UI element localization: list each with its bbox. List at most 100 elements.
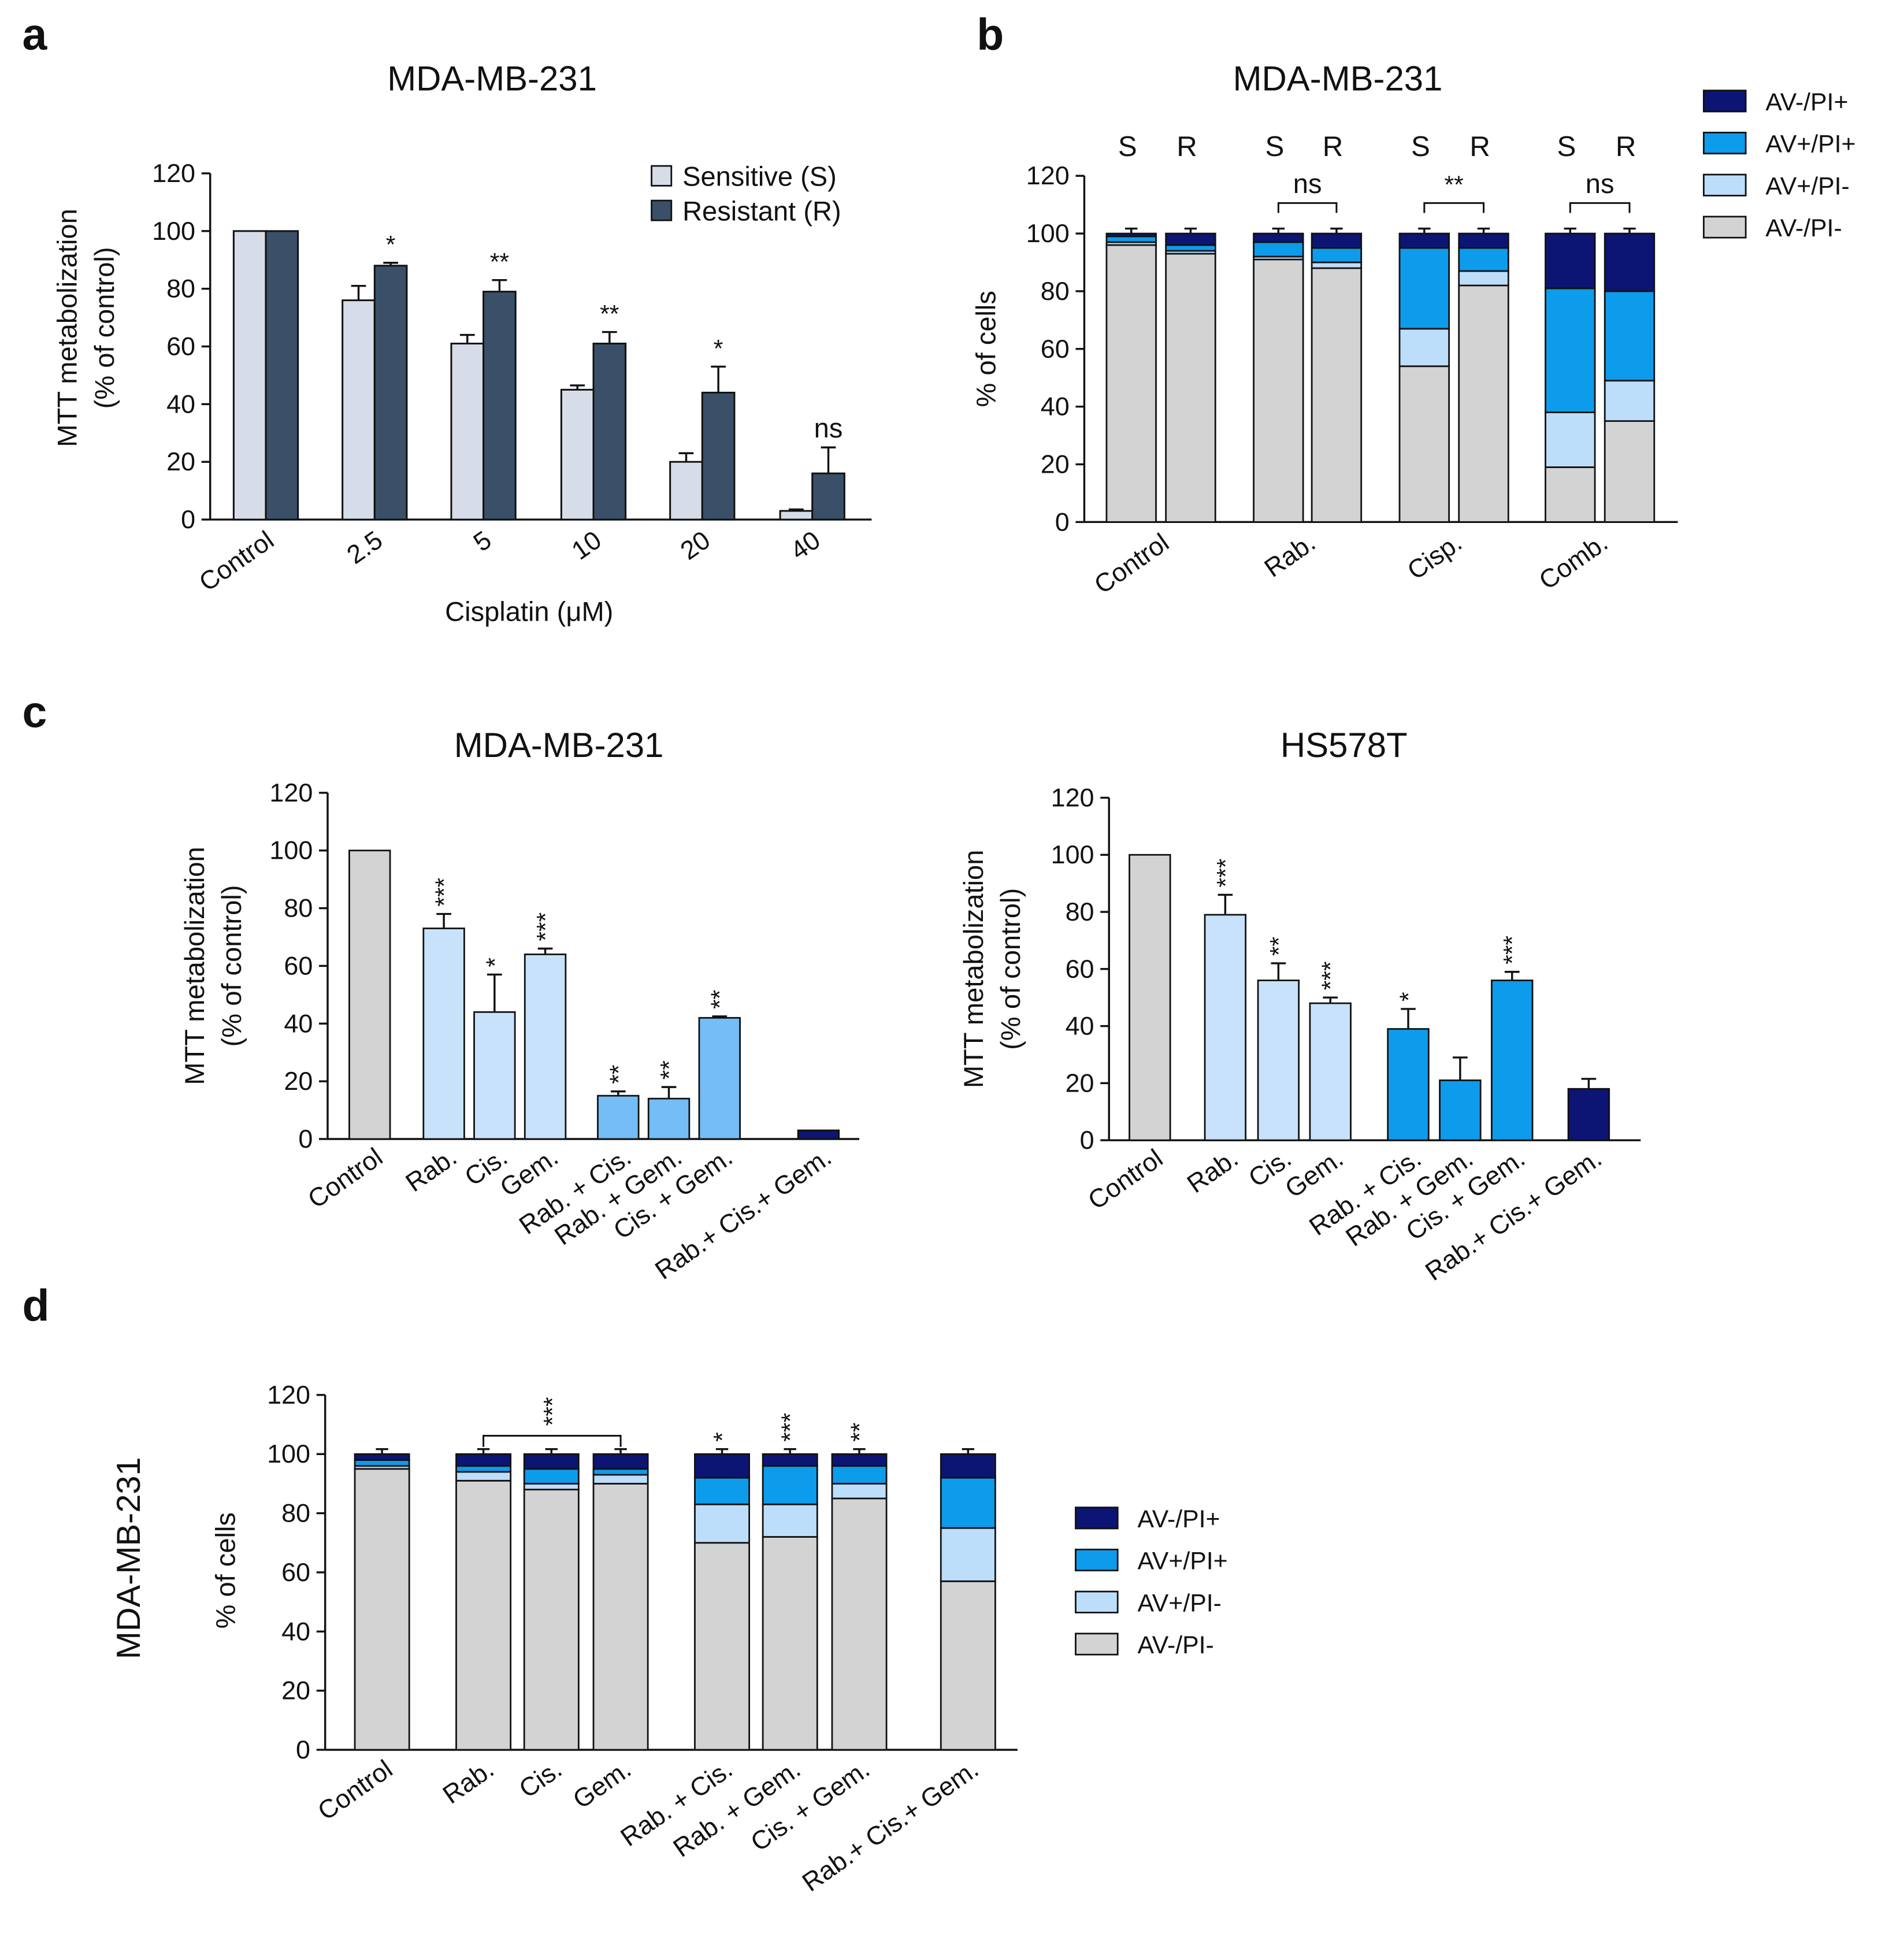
y-axis-label: % of cells	[970, 291, 1001, 407]
stack-segment	[1458, 232, 1509, 249]
legend-swatch	[1702, 131, 1747, 155]
y-axis-label-unit: (% of control)	[995, 888, 1026, 1050]
bar	[698, 1016, 741, 1140]
side-label: MDA-MB-231	[110, 1457, 147, 1659]
bar	[1491, 980, 1534, 1141]
y-tick-label: 0	[298, 1124, 313, 1153]
y-tick-label: 0	[296, 1735, 310, 1764]
legend-swatch	[1075, 1507, 1119, 1530]
stack-segment	[1545, 287, 1596, 414]
x-tick-label: 10	[566, 525, 607, 565]
legend-label: AV+/PI+	[1137, 1548, 1227, 1575]
bar-resistant	[373, 265, 408, 521]
y-tick-label: 40	[281, 1616, 310, 1646]
bar-resistant	[265, 230, 299, 521]
bar	[797, 1129, 840, 1140]
y-axis-label-unit: (% of control)	[89, 247, 120, 409]
bar-sensitive	[669, 461, 703, 521]
chart-d: 0 20 40 60 80 100 120 % of cells MDA-MB-231 Contr…	[110, 1380, 1228, 1897]
stack-segment	[523, 1489, 580, 1751]
comparison-label: ns	[1586, 168, 1614, 199]
bar	[1129, 854, 1171, 1141]
y-axis-label: % of cells	[210, 1512, 241, 1628]
stack-segment	[831, 1453, 888, 1467]
legend-swatch	[1075, 1590, 1119, 1613]
stack-segment	[1604, 380, 1656, 422]
bar-sensitive	[232, 230, 267, 521]
stack-segment	[455, 1479, 512, 1751]
x-tick-label: Control	[1089, 528, 1174, 600]
y-tick-label: 60	[281, 1557, 310, 1587]
significance-marker: *	[714, 335, 723, 362]
bar-resistant	[701, 391, 736, 521]
x-tick-label: Rab.	[437, 1754, 499, 1809]
stack-segment	[592, 1474, 649, 1485]
bar-resistant	[483, 291, 517, 521]
stack-segment	[831, 1497, 888, 1751]
bar	[348, 849, 391, 1140]
bar	[473, 1011, 516, 1140]
stack-segment	[523, 1468, 580, 1485]
y-tick-label: 40	[166, 389, 195, 418]
stack-segment	[1545, 466, 1596, 523]
legend-label: Sensitive (S)	[682, 161, 837, 191]
y-tick-label: 60	[166, 331, 195, 361]
x-tick-label: Control	[194, 525, 279, 597]
comparison-bracket	[483, 1435, 622, 1447]
significance-marker: ***	[1499, 936, 1527, 964]
comparison-label: ns	[1293, 168, 1322, 199]
significance-marker: *	[386, 231, 396, 259]
stack-segment	[1253, 232, 1304, 243]
legend-swatch	[1702, 90, 1747, 113]
stack-segment	[1105, 235, 1157, 243]
x-tick-label: Rab.	[1259, 528, 1321, 583]
y-tick-label: 80	[166, 274, 195, 303]
stack-segment	[1165, 253, 1216, 523]
significance-marker: *	[1395, 992, 1423, 1001]
x-tick-label: Control	[1082, 1143, 1168, 1215]
chart-c-mda: 0 20 40 60 80 100 120 MDA-MB-231 MTT metabolizat…	[179, 726, 860, 1285]
y-tick-label: 40	[1066, 1011, 1094, 1041]
bar-resistant	[592, 343, 627, 521]
legend-swatch	[1702, 216, 1747, 239]
legend-label: AV-/PI-	[1137, 1631, 1213, 1659]
stack-segment	[455, 1465, 512, 1473]
bar	[524, 953, 567, 1140]
y-tick-label: 80	[281, 1498, 310, 1528]
stack-segment	[1545, 411, 1596, 468]
comparison-label: ***	[539, 1397, 566, 1426]
y-tick-label: 80	[1041, 276, 1070, 306]
y-tick-label: 0	[1080, 1125, 1094, 1155]
chart-a: 0 20 40 60 80 100 120 MDA-MB-231 MTT metabolizat…	[52, 60, 872, 627]
stack-segment	[1311, 267, 1363, 523]
chart-title: MDA-MB-231	[387, 60, 597, 98]
stack-segment	[455, 1453, 512, 1467]
stack-segment	[831, 1465, 888, 1485]
bar-sensitive	[342, 299, 376, 521]
stack-segment	[523, 1483, 580, 1491]
legend-swatch	[1075, 1548, 1119, 1572]
chart-title: MDA-MB-231	[454, 726, 664, 765]
significance-marker: ***	[532, 912, 560, 941]
bar-group-label: R	[1616, 131, 1636, 162]
bar-sensitive	[450, 343, 485, 521]
significance-marker: **	[656, 1060, 684, 1079]
legend-swatch	[651, 199, 673, 221]
stack-segment	[1398, 328, 1450, 368]
panel-letter-a: a	[23, 10, 48, 60]
x-tick-label: Comb.	[1534, 528, 1613, 596]
comparison-bracket	[1277, 202, 1338, 213]
bar	[597, 1094, 640, 1140]
x-tick-label: 5	[468, 525, 497, 557]
legend-label: AV-/PI+	[1137, 1505, 1220, 1533]
significance-marker: **	[490, 248, 509, 276]
stack-segment	[762, 1453, 818, 1467]
significance-marker: ***	[1212, 859, 1239, 888]
panel-letter-d: d	[23, 1281, 50, 1331]
x-tick-label: Rab.	[400, 1142, 462, 1197]
stack-segment	[592, 1453, 649, 1470]
y-tick-label: 40	[284, 1008, 313, 1038]
bar-group-label: R	[1469, 131, 1490, 162]
x-tick-label: Rab.+ Cis.+ Gem.	[797, 1754, 984, 1897]
x-tick-label: Gem.	[567, 1754, 636, 1815]
